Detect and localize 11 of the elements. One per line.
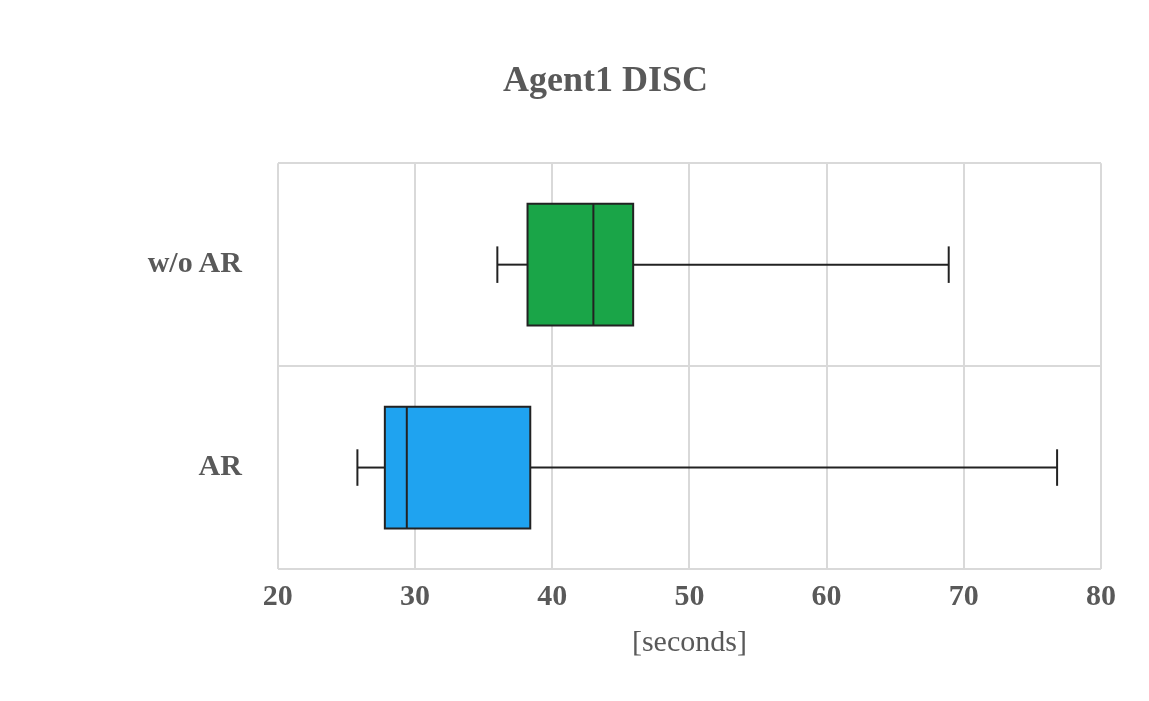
x-tick-label: 40 — [537, 577, 568, 611]
x-tick-label: 50 — [674, 577, 705, 611]
x-tick-label: 80 — [1086, 577, 1116, 611]
x-axis-title: [seconds] — [631, 623, 747, 657]
chart-title: Agent1 DISC — [502, 58, 709, 99]
x-tick-label: 60 — [811, 577, 842, 611]
x-tick-label: 30 — [400, 577, 431, 611]
y-tick-label: AR — [198, 448, 243, 482]
x-tick-label: 20 — [262, 577, 293, 611]
x-tick-label: 70 — [948, 577, 979, 611]
y-tick-label: w/o AR — [147, 245, 243, 279]
